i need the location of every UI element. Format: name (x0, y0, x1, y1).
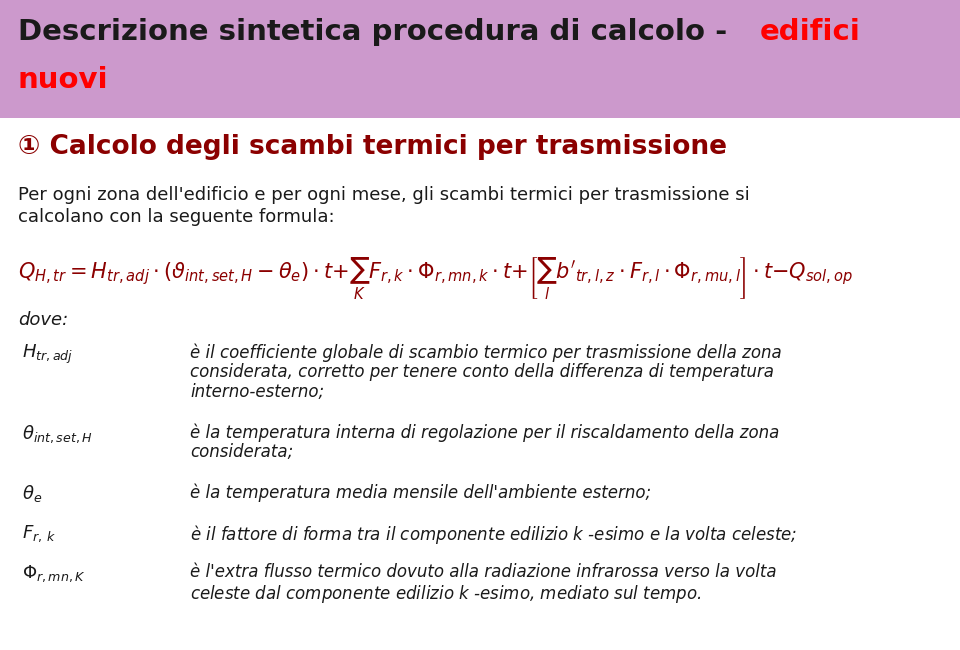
Text: calcolano con la seguente formula:: calcolano con la seguente formula: (18, 208, 335, 226)
Text: $\Phi_{r,mn,K}$: $\Phi_{r,mn,K}$ (22, 563, 85, 584)
Text: ① Calcolo degli scambi termici per trasmissione: ① Calcolo degli scambi termici per trasm… (18, 134, 727, 160)
Text: è la temperatura media mensile dell'ambiente esterno;: è la temperatura media mensile dell'ambi… (190, 483, 651, 502)
Text: considerata, corretto per tenere conto della differenza di temperatura: considerata, corretto per tenere conto d… (190, 363, 774, 381)
Bar (0, 0, 960, 118)
Text: $\theta_e$: $\theta_e$ (22, 483, 42, 504)
Text: celeste dal componente edilizio $k$ -esimo, mediato sul tempo.: celeste dal componente edilizio $k$ -esi… (190, 583, 702, 605)
Text: edifici: edifici (760, 18, 861, 46)
Text: nuovi: nuovi (18, 66, 108, 94)
Text: interno-esterno;: interno-esterno; (190, 383, 324, 401)
Text: è la temperatura interna di regolazione per il riscaldamento della zona: è la temperatura interna di regolazione … (190, 423, 780, 441)
Text: considerata;: considerata; (190, 443, 293, 461)
Text: $Q_{H,tr} = H_{tr,adj} \cdot \left(\vartheta_{int,set,H} - \theta_e\right) \cdot: $Q_{H,tr} = H_{tr,adj} \cdot \left(\vart… (18, 256, 852, 302)
Text: Descrizione sintetica procedura di calcolo -: Descrizione sintetica procedura di calco… (18, 18, 737, 46)
Text: è il fattore di forma tra il componente edilizio $k$ -esimo e la volta celeste;: è il fattore di forma tra il componente … (190, 523, 798, 546)
Text: $\theta_{int,set,H}$: $\theta_{int,set,H}$ (22, 423, 93, 445)
Text: è il coefficiente globale di scambio termico per trasmissione della zona: è il coefficiente globale di scambio ter… (190, 343, 781, 361)
Text: $F_{r,\,k}$: $F_{r,\,k}$ (22, 523, 56, 543)
Text: è l'extra flusso termico dovuto alla radiazione infrarossa verso la volta: è l'extra flusso termico dovuto alla rad… (190, 563, 777, 581)
Text: dove:: dove: (18, 311, 68, 329)
Text: $H_{tr,adj}$: $H_{tr,adj}$ (22, 343, 73, 366)
Text: Per ogni zona dell'edificio e per ogni mese, gli scambi termici per trasmissione: Per ogni zona dell'edificio e per ogni m… (18, 186, 750, 204)
